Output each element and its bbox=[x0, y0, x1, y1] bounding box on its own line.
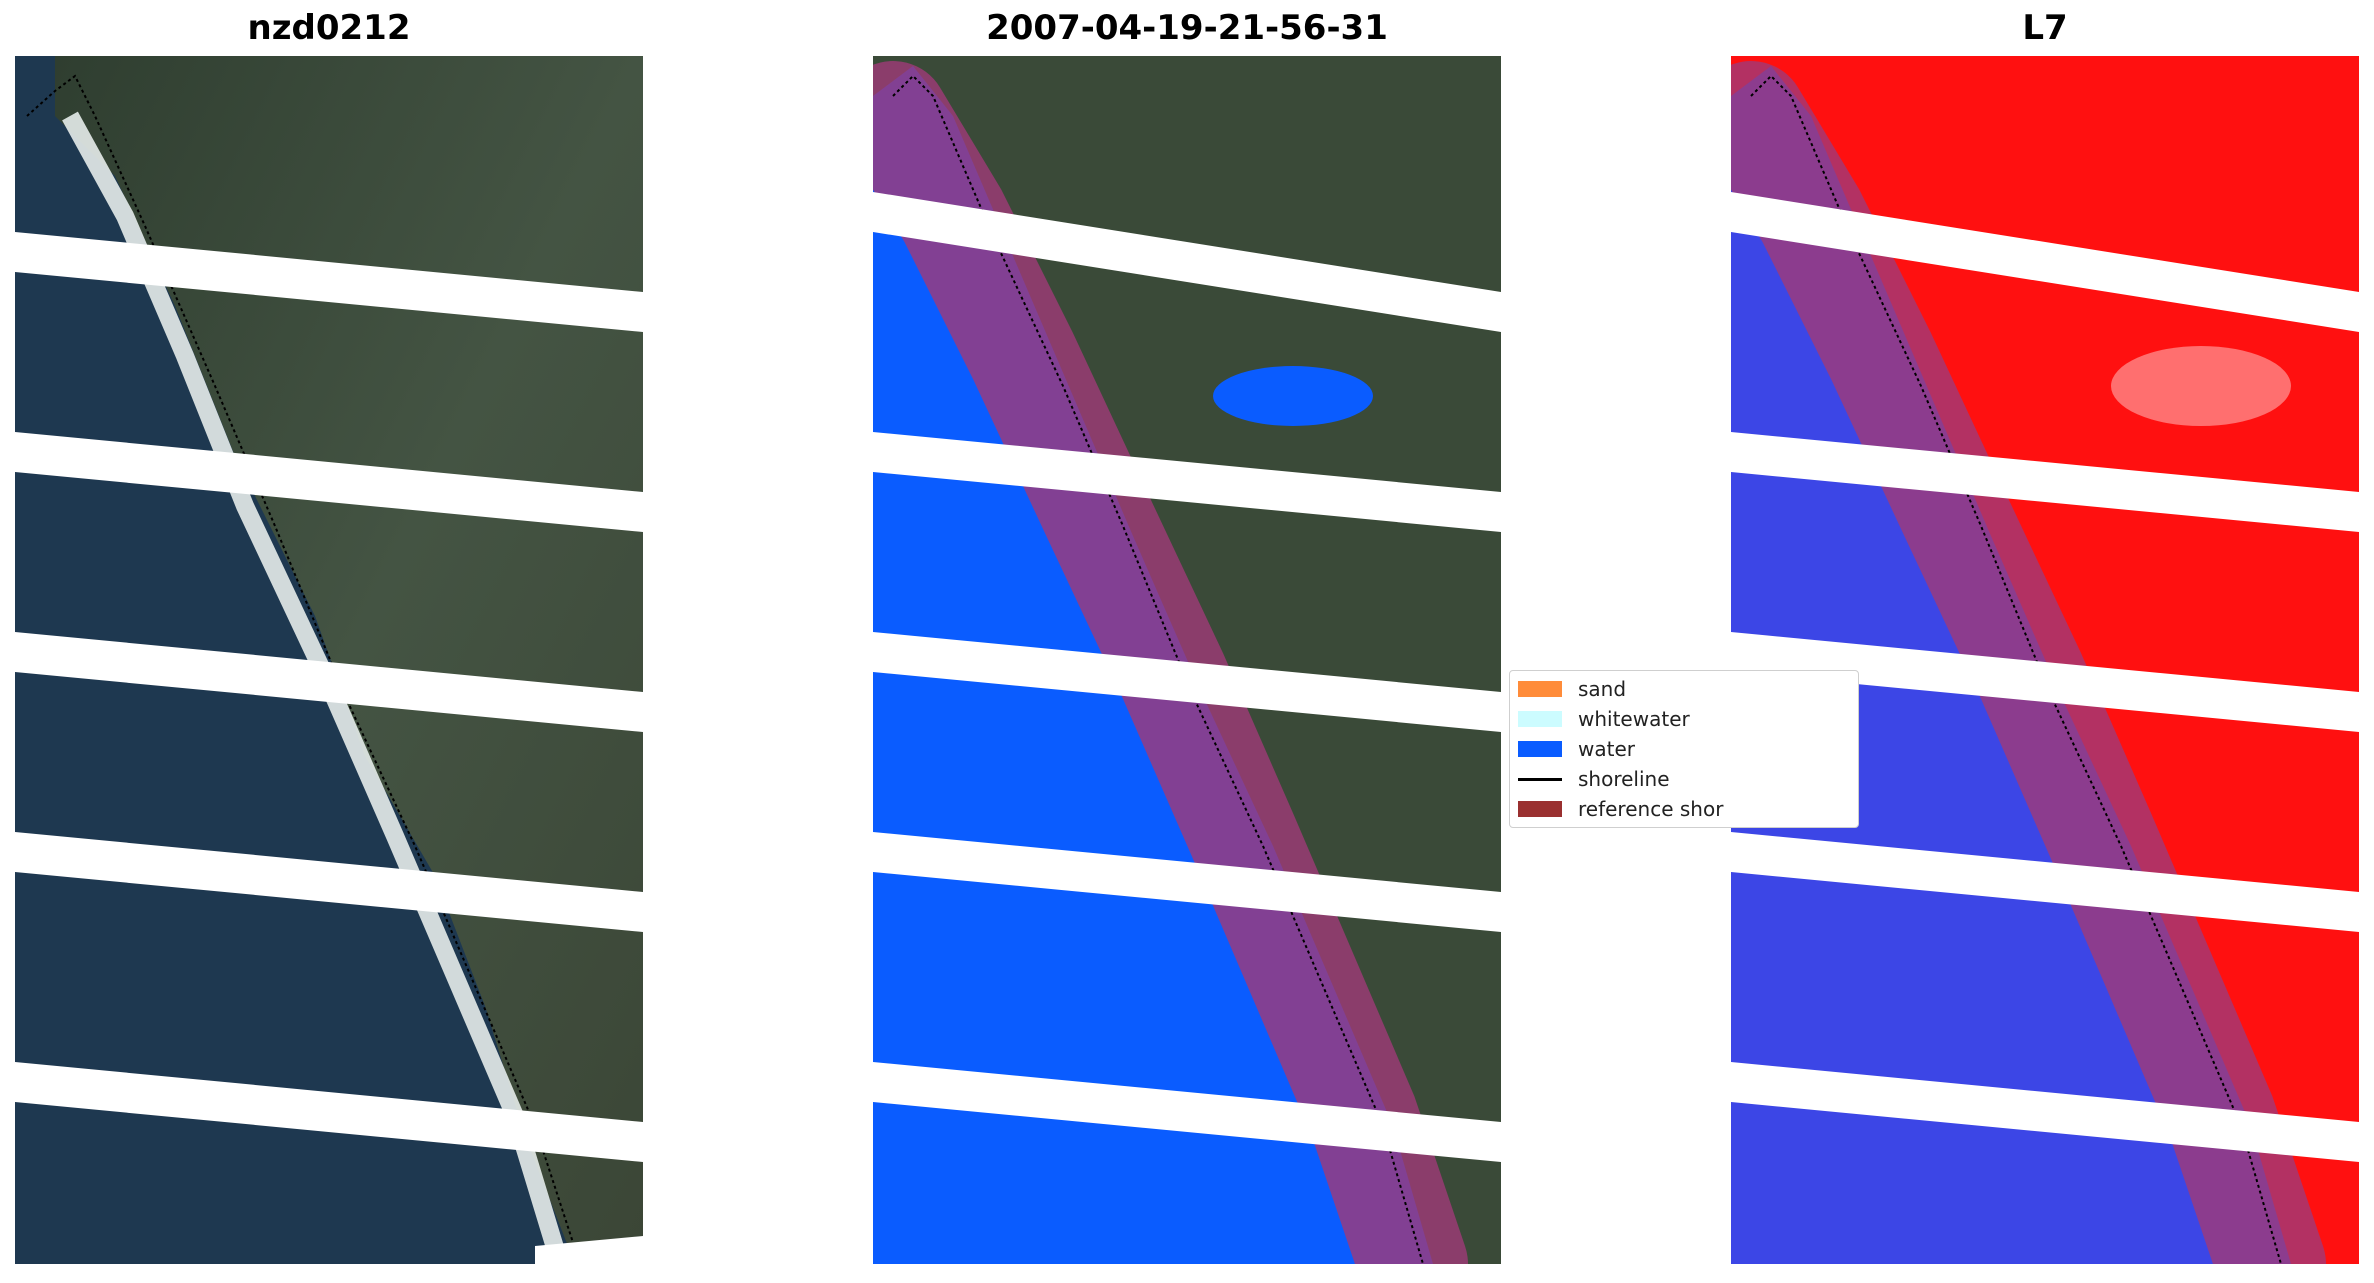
legend-label-sand: sand bbox=[1578, 677, 1627, 701]
legend-label-whitewater: whitewater bbox=[1578, 707, 1690, 731]
shoreline-swatch bbox=[1518, 777, 1562, 781]
legend-item-water: water bbox=[1518, 735, 1635, 763]
land-area bbox=[55, 56, 643, 1264]
scan-line-gaps bbox=[873, 192, 1501, 1162]
classified-image-panel bbox=[873, 56, 1501, 1264]
panel-title-rgb: nzd0212 bbox=[247, 8, 411, 48]
reference-shoreline-swatch bbox=[1518, 801, 1562, 817]
panel-title-satellite: L7 bbox=[2022, 8, 2068, 48]
scan-line-gaps bbox=[1731, 192, 2359, 1162]
legend-item-sand: sand bbox=[1518, 675, 1626, 703]
legend-item-shoreline: shoreline bbox=[1518, 765, 1670, 793]
inland-water-patch bbox=[1213, 366, 1373, 426]
legend-label-reference-shoreline: reference shor bbox=[1578, 797, 1724, 821]
index-image-panel bbox=[1731, 56, 2359, 1264]
rgb-image-panel bbox=[15, 56, 643, 1264]
legend-label-water: water bbox=[1578, 737, 1635, 761]
scan-line-gaps bbox=[15, 232, 643, 1264]
panel-title-classified: 2007-04-19-21-56-31 bbox=[986, 8, 1388, 48]
legend-label-shoreline: shoreline bbox=[1578, 767, 1670, 791]
legend: sand whitewater water shoreline referenc… bbox=[1509, 670, 1859, 828]
whitewater-swatch bbox=[1518, 711, 1562, 727]
detected-shoreline bbox=[26, 74, 581, 1264]
legend-item-reference-shoreline: reference shor bbox=[1518, 795, 1723, 823]
legend-item-whitewater: whitewater bbox=[1518, 705, 1690, 733]
water-swatch bbox=[1518, 741, 1562, 757]
cloud-patch bbox=[2111, 346, 2291, 426]
sand-swatch bbox=[1518, 681, 1562, 697]
